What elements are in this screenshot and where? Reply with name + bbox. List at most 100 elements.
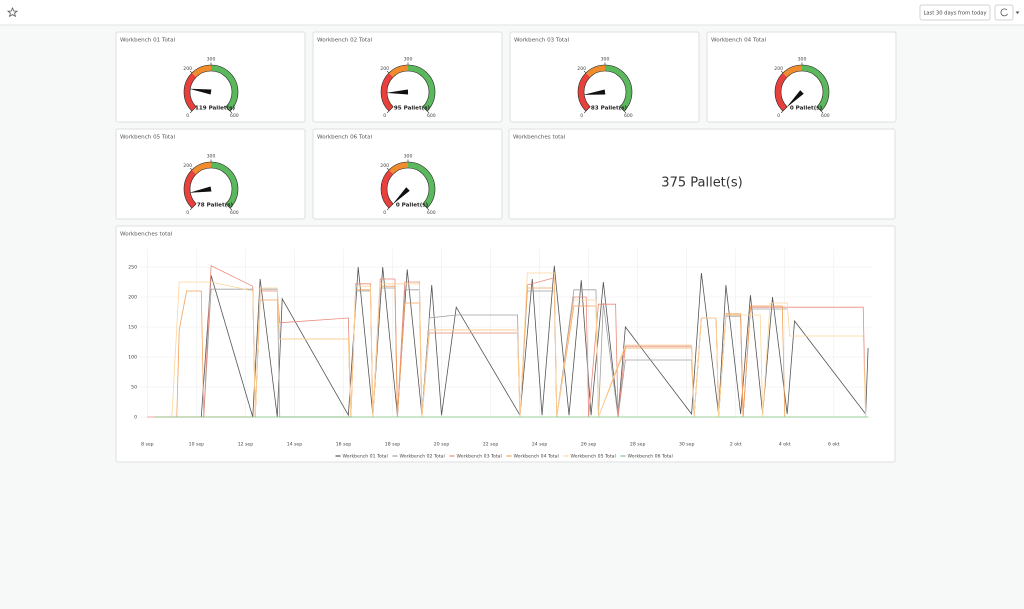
gauge-value: 78 Pallet(s) — [197, 203, 234, 209]
line-series — [171, 272, 867, 418]
gauge-band — [183, 169, 197, 209]
gauge-tick-label: 600 — [230, 210, 239, 216]
time-range-button[interactable] — [919, 4, 991, 21]
gauge-tick — [583, 70, 587, 74]
gauge-tick — [386, 110, 390, 114]
gauge-tick-label: 300 — [404, 57, 413, 63]
gauge-tick-label: 200 — [380, 163, 389, 169]
x-tick-label: 6 okt — [828, 442, 840, 448]
gauge-panel — [115, 128, 306, 220]
star-button[interactable] — [6, 6, 19, 18]
gauge-needle — [189, 88, 212, 95]
gauge-value: 83 Pallet(s) — [591, 106, 628, 112]
gauge-outline — [183, 161, 239, 209]
gauge-tick — [820, 110, 824, 114]
gauge-outline — [183, 64, 239, 112]
gauge-band — [388, 162, 408, 175]
gauge-outline — [577, 64, 633, 112]
gauge-band — [408, 162, 436, 209]
gauge-tick-label: 600 — [427, 210, 436, 216]
gauge-tick-label: 200 — [183, 66, 192, 72]
gauge-tick — [189, 110, 193, 114]
gauge-tick — [583, 110, 587, 114]
gauge-tick — [623, 110, 627, 114]
gauge-tick-label: 300 — [798, 57, 807, 63]
stat-panel — [508, 128, 896, 220]
gauge-value: 95 Pallet(s) — [394, 106, 431, 112]
chart-title: Workbenches total — [120, 232, 173, 238]
gauge-title: Workbench 03 Total — [514, 38, 570, 44]
gauge-panel — [312, 31, 503, 123]
gauge-tick — [229, 207, 233, 211]
refresh-button[interactable] — [994, 4, 1014, 21]
y-tick-label: 0 — [134, 415, 137, 421]
gauge-tick-label: 200 — [183, 163, 192, 169]
gauge-needle — [392, 187, 410, 205]
gauge-band — [381, 72, 394, 112]
gauge-band — [578, 72, 591, 112]
y-tick-label: 200 — [128, 295, 137, 301]
gauge-tick-label: 600 — [427, 113, 436, 119]
x-tick-label: 12 sep — [238, 442, 254, 448]
x-tick-label: 8 sep — [141, 442, 154, 448]
x-tick-label: 16 sep — [336, 442, 352, 448]
toolbar — [0, 0, 1024, 25]
stat-title: Workbenches total — [513, 135, 566, 141]
gauge-needle — [583, 89, 606, 95]
gauge-value: 0 Pallet(s) — [396, 203, 429, 209]
x-tick-label: 22 sep — [483, 442, 499, 448]
gauge-panel — [312, 128, 503, 220]
gauge-needle — [189, 186, 212, 193]
gauge-panel — [115, 31, 306, 123]
gauge-band — [775, 72, 788, 112]
refresh-icon — [1000, 8, 1008, 17]
x-tick-label: 28 sep — [630, 442, 646, 448]
gauge-tick-label: 600 — [821, 113, 830, 119]
gauge-outline — [380, 64, 436, 112]
gauge-tick-label: 600 — [230, 113, 239, 119]
y-tick-label: 150 — [128, 325, 137, 331]
gauge-tick-label: 200 — [577, 66, 586, 72]
gauge-tick-label: 200 — [380, 66, 389, 72]
x-tick-label: 26 sep — [581, 442, 597, 448]
gauge-tick — [189, 167, 193, 171]
refresh-menu-caret[interactable] — [1015, 11, 1020, 15]
gauge-tick-label: 300 — [601, 57, 610, 63]
x-tick-label: 2 okt — [730, 442, 742, 448]
x-tick-label: 30 sep — [679, 442, 695, 448]
gauge-tick — [386, 207, 390, 211]
gauge-tick — [780, 70, 784, 74]
legend-label: Workbench 01 Total — [343, 454, 388, 460]
gauge-tick-label: 0 — [383, 113, 386, 119]
x-tick-label: 10 sep — [189, 442, 205, 448]
gauge-outline — [380, 161, 436, 209]
legend-label: Workbench 03 Total — [457, 454, 502, 460]
gauge-band — [388, 65, 408, 78]
gauge-band — [380, 169, 394, 209]
gauge-panel — [509, 31, 700, 123]
gauge-band — [183, 72, 197, 112]
gauge-needle — [386, 89, 409, 95]
x-tick-label: 18 sep — [385, 442, 401, 448]
legend-label: Workbench 04 Total — [514, 454, 559, 460]
gauge-tick — [189, 207, 193, 211]
stat-value: 375 Pallet(s) — [661, 176, 742, 191]
gauge-band — [211, 162, 239, 209]
gauge-title: Workbench 05 Total — [120, 135, 176, 141]
gauge-band — [191, 65, 211, 78]
gauge-tick-label: 0 — [186, 210, 189, 216]
gauge-tick-label: 0 — [580, 113, 583, 119]
gauge-tick-label: 0 — [383, 210, 386, 216]
gauge-band — [802, 65, 829, 112]
gauge-tick-label: 0 — [186, 113, 189, 119]
legend-label: Workbench 02 Total — [400, 454, 445, 460]
x-tick-label: 4 okt — [779, 442, 791, 448]
gauge-value: 0 Pallet(s) — [790, 106, 823, 112]
gauge-tick-label: 200 — [774, 66, 783, 72]
gauge-band — [605, 65, 632, 112]
y-tick-label: 250 — [128, 265, 137, 271]
gauge-title: Workbench 01 Total — [120, 38, 176, 44]
gauge-band — [585, 65, 605, 78]
time-range-label: Last 30 days from today — [923, 11, 986, 17]
